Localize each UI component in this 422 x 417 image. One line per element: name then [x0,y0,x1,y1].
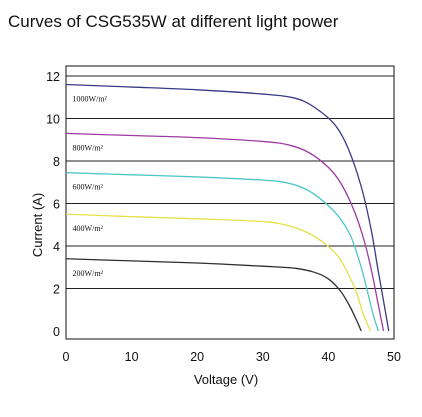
x-tick-labels: 0 10 20 30 40 50 [63,350,401,364]
curve-label: 800W/m² [73,143,104,152]
y-tick-label: 8 [53,155,60,169]
plot-area: 1000W/m² 800W/m² 600W/m² 400W/m² 200W/m² 0 10… [46,65,401,364]
x-axis-label: Voltage (V) [194,372,258,387]
plot-frame [65,65,395,340]
curve-label: 200W/m² [73,269,104,278]
series-line-1 [65,132,385,332]
x-tick-label: 40 [321,350,335,364]
chart-title: Curves of CSG535W at different light pow… [8,12,339,31]
x-tick-label: 0 [63,350,70,364]
y-tick-label: 12 [46,70,60,84]
y-tick-label: 0 [53,325,60,339]
y-tick-labels: 0 2 4 6 8 10 12 [46,70,60,339]
series-line-3 [65,213,371,332]
curve-label: 600W/m² [73,183,104,192]
series-line-4 [65,258,362,332]
x-tick-label: 10 [125,350,139,364]
y-tick-label: 10 [46,113,60,127]
curve-labels: 1000W/m² 800W/m² 600W/m² 400W/m² 200W/m² [73,95,108,278]
y-axis-label: Current (A) [30,193,45,257]
series-line-2 [65,172,379,332]
grid-lines [66,75,394,289]
y-tick-label: 4 [53,240,60,254]
y-tick-label: 2 [53,283,60,297]
curve-label: 400W/m² [73,224,104,233]
x-tick-label: 30 [256,350,270,364]
curve-label: 1000W/m² [73,95,108,104]
x-tick-label: 50 [387,350,401,364]
series-line-0 [65,83,390,332]
y-tick-label: 6 [53,198,60,212]
curves [65,83,390,332]
x-tick-label: 20 [190,350,204,364]
